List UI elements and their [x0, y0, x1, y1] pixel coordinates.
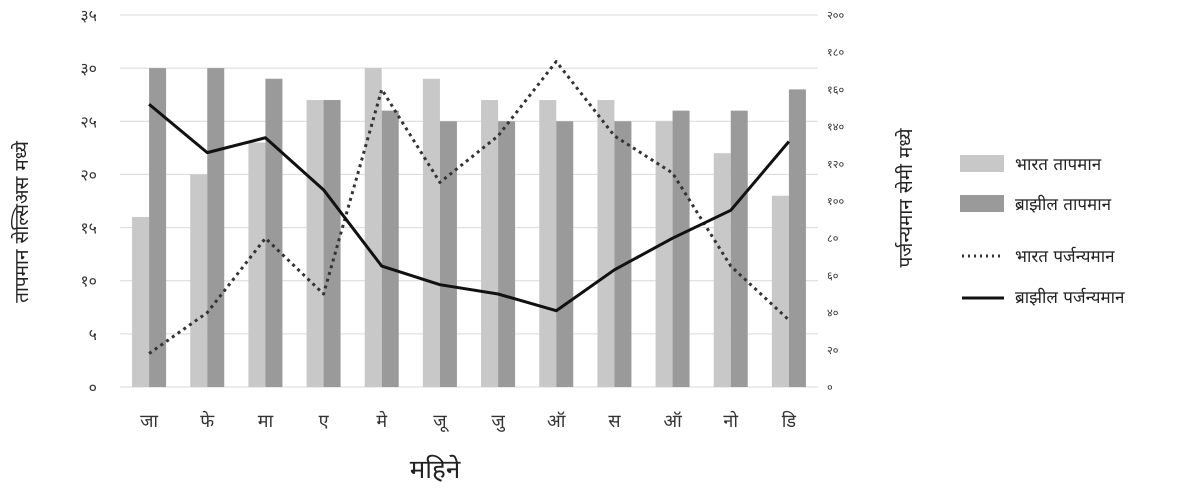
- y-left-tick-labels: ० ५ १० १५ २० २५ ३० ३५: [80, 6, 97, 397]
- y-right-tick-label: १२०: [827, 158, 844, 171]
- y-right-tick-label: २००: [827, 9, 844, 22]
- y-left-tick-label: १०: [80, 272, 97, 291]
- bar-brazil-temp: [672, 110, 690, 388]
- bar-india-temp: [713, 153, 731, 387]
- legend-swatch-brazil-temp: [960, 195, 1004, 212]
- y-left-tick-label: ३५: [80, 6, 97, 25]
- bar-brazil-temp: [614, 121, 632, 388]
- bar-india-temp: [190, 174, 208, 387]
- bar-india-temp: [539, 100, 557, 388]
- line-brazil-rain: [148, 103, 791, 313]
- bar-brazil-temp: [788, 89, 806, 388]
- bar-india-temp: [132, 216, 150, 387]
- x-tick-label: ऑ: [547, 411, 566, 432]
- x-tick-label: मा: [258, 411, 274, 432]
- bar-brazil-temp: [381, 110, 399, 388]
- y-right-tick-label: ६०: [827, 269, 839, 282]
- x-tick-label: स: [608, 411, 621, 432]
- bar-brazil-temp: [323, 100, 341, 388]
- y-right-tick-label: २०: [827, 344, 839, 357]
- y-right-tick-label: ०: [827, 381, 833, 394]
- legend-swatch-india-temp: [960, 155, 1004, 172]
- y-right-tick-label: १००: [827, 195, 844, 208]
- x-axis-label: महिने: [410, 454, 461, 485]
- bar-india-temp: [306, 100, 324, 388]
- bar-brazil-temp: [730, 110, 748, 388]
- x-tick-label: ए: [319, 411, 330, 432]
- y-right-tick-labels: ० २० ४० ६० ८० १०० १२० १४० १६० १८० २००: [827, 9, 844, 394]
- legend-label-india-rain: भारत पर्जन्यमान: [1015, 246, 1115, 267]
- bar-brazil-temp: [149, 68, 167, 388]
- x-tick-labels: जा फे मा ए मे जू जु ऑ स ऑ नो डि: [140, 410, 796, 432]
- y-left-tick-label: ५: [89, 325, 97, 344]
- bar-brazil-temp: [265, 78, 283, 388]
- series-lines: [148, 60, 791, 355]
- x-tick-label: जू: [433, 411, 449, 432]
- y-right-tick-label: १८०: [827, 46, 844, 59]
- bar-india-temp: [655, 121, 673, 388]
- y-right-axis-label: पर्जन्यमान सेमी मध्ये: [894, 127, 917, 267]
- bar-india-temp: [481, 100, 499, 388]
- y-left-tick-label: ३०: [80, 59, 97, 78]
- y-right-tick-label: १४०: [827, 121, 844, 134]
- x-tick-label: जा: [140, 411, 158, 432]
- bar-india-temp: [364, 68, 382, 388]
- legend-label-brazil-rain: ब्राझील पर्जन्यमान: [1015, 287, 1125, 308]
- line-india-rain: [148, 60, 790, 355]
- x-tick-label: जु: [491, 411, 505, 432]
- bar-india-temp: [248, 142, 266, 387]
- bars: [132, 68, 806, 388]
- x-tick-label: मे: [376, 410, 388, 432]
- y-right-tick-label: ८०: [827, 232, 839, 245]
- y-left-tick-label: ०: [89, 378, 97, 397]
- y-right-tick-label: ४०: [827, 307, 839, 320]
- bar-brazil-temp: [556, 121, 574, 388]
- legend: भारत तापमान ब्राझील तापमान भारत पर्जन्यम…: [960, 155, 1125, 308]
- bar-brazil-temp: [207, 68, 225, 388]
- grid-lines: [120, 14, 818, 388]
- bar-india-temp: [597, 100, 615, 388]
- bar-india-temp: [422, 78, 440, 388]
- x-tick-label: डि: [782, 410, 797, 432]
- x-tick-label: ऑ: [663, 411, 682, 432]
- y-left-tick-label: २५: [80, 112, 97, 131]
- y-right-tick-label: १६०: [827, 83, 844, 96]
- y-left-axis-label: तापमान सेल्सिअस मध्ये: [10, 140, 33, 303]
- y-left-tick-label: १५: [80, 219, 97, 238]
- x-tick-label: फे: [200, 410, 215, 432]
- bar-brazil-temp: [439, 121, 457, 388]
- legend-label-brazil-temp: ब्राझील तापमान: [1015, 194, 1112, 215]
- legend-label-india-temp: भारत तापमान: [1015, 155, 1102, 175]
- bar-india-temp: [771, 195, 789, 387]
- bar-brazil-temp: [498, 121, 516, 388]
- y-left-tick-label: २०: [80, 165, 97, 184]
- x-tick-label: नो: [723, 410, 738, 432]
